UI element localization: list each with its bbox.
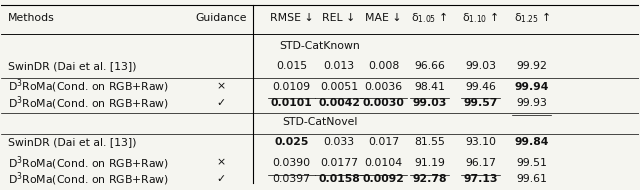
Text: 91.19: 91.19	[414, 158, 445, 168]
Text: 96.17: 96.17	[465, 158, 496, 168]
Text: 0.008: 0.008	[368, 61, 399, 71]
Text: 0.0030: 0.0030	[363, 98, 404, 108]
Text: 99.46: 99.46	[465, 82, 496, 92]
Text: REL ↓: REL ↓	[323, 13, 356, 23]
Text: Guidance: Guidance	[195, 13, 247, 23]
Text: 0.0042: 0.0042	[318, 98, 360, 108]
Text: δ$_{1.10}$ ↑: δ$_{1.10}$ ↑	[463, 10, 499, 25]
Text: 97.13: 97.13	[463, 174, 498, 184]
Text: 0.0390: 0.0390	[272, 158, 310, 168]
Text: 0.013: 0.013	[324, 61, 355, 71]
Text: 0.033: 0.033	[324, 137, 355, 147]
Text: MAE ↓: MAE ↓	[365, 13, 402, 23]
Text: 99.03: 99.03	[412, 98, 447, 108]
Text: 96.66: 96.66	[414, 61, 445, 71]
Text: 99.61: 99.61	[516, 174, 547, 184]
Text: ✓: ✓	[217, 174, 226, 184]
Text: 99.03: 99.03	[465, 61, 496, 71]
Text: 92.78: 92.78	[412, 174, 447, 184]
Text: D$^3$RoMa(Cond. on RGB+Raw): D$^3$RoMa(Cond. on RGB+Raw)	[8, 154, 169, 172]
Text: 98.41: 98.41	[414, 82, 445, 92]
Text: 99.94: 99.94	[515, 82, 548, 92]
Text: SwinDR (Dai et al. [13]): SwinDR (Dai et al. [13])	[8, 61, 136, 71]
Text: ×: ×	[217, 158, 226, 168]
Text: STD-CatNovel: STD-CatNovel	[282, 117, 358, 127]
Text: D$^3$RoMa(Cond. on RGB+Raw): D$^3$RoMa(Cond. on RGB+Raw)	[8, 78, 169, 95]
Text: 81.55: 81.55	[414, 137, 445, 147]
Text: 0.0158: 0.0158	[318, 174, 360, 184]
Text: 0.0092: 0.0092	[363, 174, 404, 184]
Text: 99.92: 99.92	[516, 61, 547, 71]
Text: Methods: Methods	[8, 13, 54, 23]
Text: 0.025: 0.025	[274, 137, 308, 147]
Text: ✓: ✓	[217, 98, 226, 108]
Text: 0.0104: 0.0104	[365, 158, 403, 168]
Text: 99.84: 99.84	[515, 137, 548, 147]
Text: 0.0177: 0.0177	[320, 158, 358, 168]
Text: 0.0109: 0.0109	[272, 82, 310, 92]
Text: SwinDR (Dai et al. [13]): SwinDR (Dai et al. [13])	[8, 137, 136, 147]
Text: RMSE ↓: RMSE ↓	[269, 13, 313, 23]
Text: 0.0051: 0.0051	[320, 82, 358, 92]
Text: 0.0397: 0.0397	[273, 174, 310, 184]
Text: STD-CatKnown: STD-CatKnown	[280, 41, 360, 51]
Text: δ$_{1.25}$ ↑: δ$_{1.25}$ ↑	[514, 10, 550, 25]
Text: 93.10: 93.10	[465, 137, 496, 147]
Text: 0.015: 0.015	[276, 61, 307, 71]
Text: ×: ×	[217, 82, 226, 92]
Text: 0.0101: 0.0101	[271, 98, 312, 108]
Text: D$^3$RoMa(Cond. on RGB+Raw): D$^3$RoMa(Cond. on RGB+Raw)	[8, 170, 169, 188]
Text: 99.93: 99.93	[516, 98, 547, 108]
Text: 0.017: 0.017	[368, 137, 399, 147]
Text: 99.51: 99.51	[516, 158, 547, 168]
Text: 99.57: 99.57	[463, 98, 498, 108]
Text: D$^3$RoMa(Cond. on RGB+Raw): D$^3$RoMa(Cond. on RGB+Raw)	[8, 94, 169, 112]
Text: δ$_{1.05}$ ↑: δ$_{1.05}$ ↑	[412, 10, 448, 25]
Text: 0.0036: 0.0036	[365, 82, 403, 92]
